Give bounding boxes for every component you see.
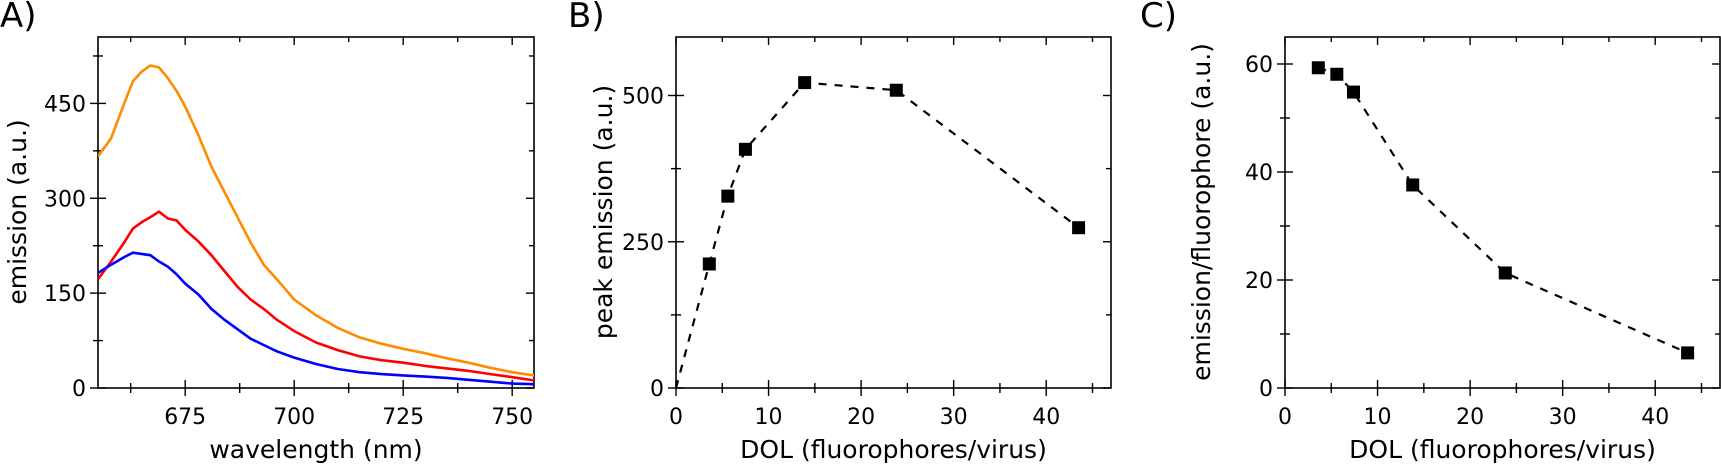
- x-tick-label: 750: [491, 405, 533, 430]
- x-tick-label: 725: [382, 405, 424, 430]
- chart-a-emission-spectra: 675 700 725 750 0 150 300 450 wavelength (nm) emi…: [3, 36, 535, 464]
- plot-frame: [97, 36, 535, 389]
- axis-ticks: [668, 37, 1111, 396]
- x-tick-label: 20: [847, 405, 875, 430]
- x-tick-label: 0: [669, 405, 683, 430]
- data-point-marker: [798, 76, 812, 90]
- y-tick-label: 250: [622, 231, 664, 256]
- data-point-marker: [1330, 67, 1344, 81]
- chart-c-emission-per-fluorophore: 0 10 20 30 40 0 20 40 60 DOL (fluorophores/virus)…: [1187, 36, 1721, 464]
- y-tick-label: 60: [1245, 53, 1273, 78]
- spectrum-line-red: [98, 210, 534, 382]
- x-tick-label: 700: [273, 405, 315, 430]
- y-tick-label: 20: [1245, 269, 1273, 294]
- data-point-marker: [721, 189, 735, 203]
- x-axis-title: DOL (fluorophores/virus): [1349, 435, 1656, 464]
- y-tick-label: 450: [44, 92, 86, 117]
- x-axis-title: wavelength (nm): [209, 435, 422, 464]
- panel-a-label: A): [0, 0, 37, 36]
- plot-frame: [675, 36, 1112, 389]
- x-tick-label: 10: [755, 405, 783, 430]
- data-point-marker: [702, 257, 716, 271]
- data-point-marker: [1311, 61, 1325, 75]
- data-point-marker: [889, 83, 903, 97]
- y-tick-label: 500: [622, 85, 664, 110]
- y-tick-label: 300: [44, 187, 86, 212]
- chart-b-peak-emission: 0 10 20 30 40 0 250 500 DOL (fluorophores/virus)…: [589, 36, 1112, 464]
- axis-ticks: [1277, 37, 1720, 396]
- x-tick-label: 10: [1364, 405, 1392, 430]
- dashed-trend-line: [676, 81, 1080, 388]
- x-tick-label: 40: [1032, 405, 1060, 430]
- y-tick-label: 0: [650, 377, 664, 402]
- panel-a: A) 675 700 725 750 0 150 300 450 wavelength (nm)…: [0, 0, 540, 465]
- x-tick-label: 40: [1641, 405, 1669, 430]
- data-point-marker: [1406, 178, 1420, 192]
- x-tick-label: 30: [1549, 405, 1577, 430]
- data-point-marker: [1498, 266, 1512, 280]
- spectrum-line-orange: [98, 64, 534, 377]
- y-axis-title: emission/fluorophore (a.u.): [1187, 43, 1216, 381]
- data-point-marker: [1681, 346, 1695, 360]
- x-tick-label: 30: [940, 405, 968, 430]
- x-axis-title: DOL (fluorophores/virus): [740, 435, 1047, 464]
- panel-b-label: B): [568, 0, 605, 36]
- y-tick-label: 0: [72, 377, 86, 402]
- panel-b: B) 0 10 20 30 40 0 250 500 DOL (fluorophores/vir…: [540, 0, 1112, 465]
- x-tick-label: 675: [164, 405, 206, 430]
- data-point-marker: [1072, 221, 1086, 235]
- axis-ticks: [90, 37, 534, 396]
- y-axis-title: peak emission (a.u.): [589, 85, 618, 339]
- plot-frame: [1284, 36, 1721, 389]
- x-tick-label: 0: [1278, 405, 1292, 430]
- panel-c-label: C): [1140, 0, 1178, 36]
- spectrum-line-blue: [98, 251, 534, 386]
- data-point-marker: [738, 142, 752, 156]
- y-tick-label: 150: [44, 282, 86, 307]
- y-tick-label: 0: [1259, 377, 1273, 402]
- y-axis-title: emission (a.u.): [3, 119, 32, 304]
- panel-c: C) 0 10 20 30 40 0 20 40 60 DOL (fluorophores/vir…: [1100, 0, 1721, 465]
- y-tick-label: 40: [1245, 161, 1273, 186]
- x-tick-label: 20: [1456, 405, 1484, 430]
- dashed-trend-line: [1317, 66, 1689, 354]
- data-point-marker: [1346, 85, 1360, 99]
